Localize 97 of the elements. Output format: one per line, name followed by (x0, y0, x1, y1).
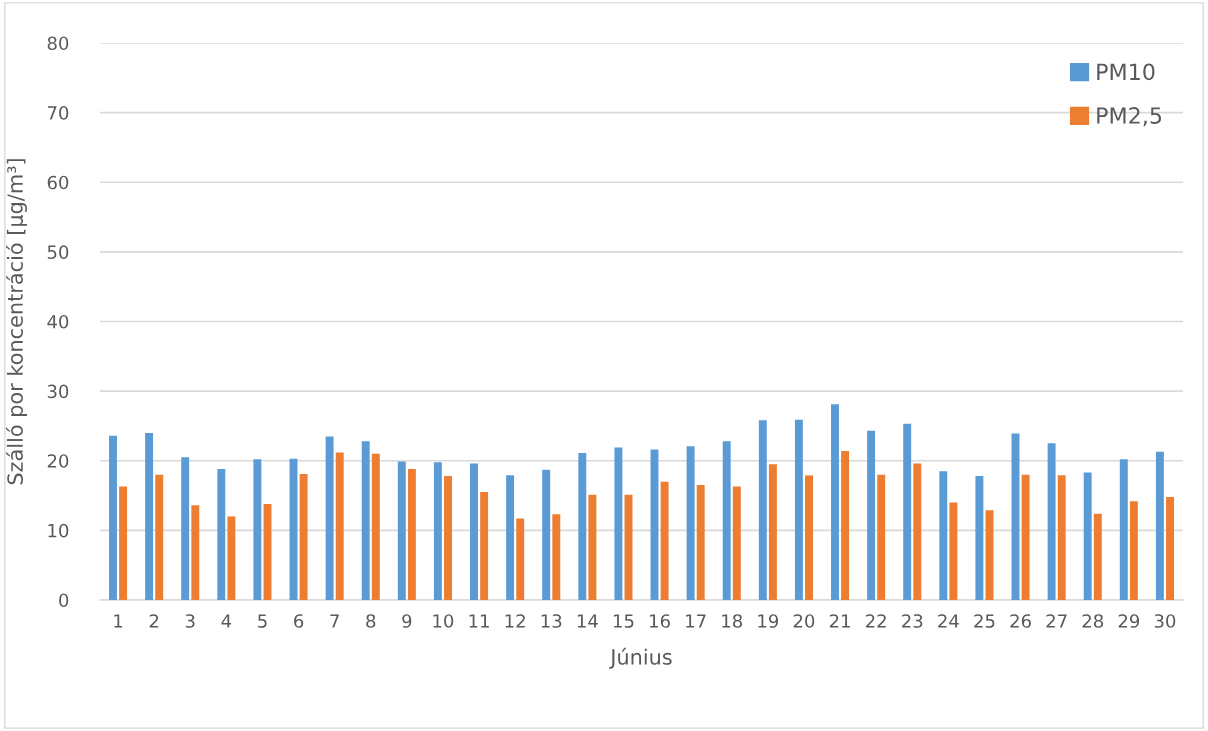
x-tick-label: 29 (1118, 614, 1140, 628)
x-tick-label: 1 (114, 614, 123, 628)
bar (805, 475, 813, 600)
bar (145, 432, 154, 600)
bar (1155, 451, 1164, 600)
x-tick-label: 11 (469, 614, 489, 628)
bar (831, 404, 839, 600)
bar (397, 461, 406, 600)
bar (1021, 474, 1030, 600)
bar (1093, 513, 1102, 600)
bar (660, 481, 669, 600)
bar (506, 475, 515, 600)
x-tick-label: 24 (938, 614, 959, 628)
x-tick-label: 4 (221, 614, 232, 628)
bar (686, 446, 695, 600)
x-tick-label: 6 (294, 614, 304, 628)
bar (913, 463, 922, 600)
bar (480, 492, 489, 600)
x-tick-label: 21 (829, 614, 850, 628)
bar (335, 452, 344, 600)
bar (371, 453, 380, 600)
x-tick-label: 9 (402, 614, 412, 628)
bar (361, 441, 370, 600)
bar (433, 462, 442, 600)
y-tick-label: 50 (47, 245, 69, 259)
bar (470, 463, 478, 600)
bar (877, 474, 886, 600)
bar (1083, 472, 1092, 600)
bar (1119, 459, 1128, 600)
bar (578, 453, 587, 600)
x-tick-label: 30 (1154, 614, 1176, 628)
bar (299, 473, 308, 600)
y-tick-label: 20 (47, 454, 69, 468)
bar (191, 505, 200, 600)
y-tick-label: 0 (59, 593, 69, 608)
y-tick-label: 10 (48, 523, 69, 538)
bar (253, 459, 262, 600)
bar (903, 423, 912, 600)
x-tick-label: 3 (185, 614, 195, 628)
bar (732, 486, 741, 600)
y-tick-label: 30 (47, 384, 69, 399)
bar (975, 476, 984, 600)
bar (155, 474, 164, 600)
x-tick-label: 12 (505, 614, 525, 628)
y-tick-label: 70 (47, 106, 69, 120)
bar (407, 469, 416, 600)
y-axis-title: Szálló por koncentráció [µg/m³] (6, 159, 28, 485)
bar (758, 420, 767, 600)
bar (119, 486, 128, 600)
bar (1057, 475, 1066, 600)
x-tick-label: 15 (613, 614, 634, 628)
y-tick-label: 60 (47, 175, 69, 190)
x-tick-label: 16 (650, 614, 670, 628)
x-tick-label: 20 (793, 614, 815, 628)
x-tick-label: 8 (366, 614, 376, 628)
bar (542, 469, 551, 600)
x-tick-label: 7 (330, 614, 339, 628)
x-axis-title: Június (609, 647, 672, 669)
x-tick-label: 17 (686, 614, 706, 628)
x-tick-label: 27 (1046, 614, 1067, 628)
bar (1129, 501, 1138, 600)
x-tick-label: 19 (758, 614, 779, 628)
bar (794, 419, 803, 600)
bar (227, 516, 236, 600)
bar (722, 441, 731, 600)
bar (444, 476, 452, 600)
bar (696, 485, 705, 600)
x-tick-label: 28 (1082, 614, 1103, 628)
x-tick-label: 2 (149, 614, 159, 628)
x-tick-label: 10 (433, 614, 454, 628)
bar (841, 451, 850, 600)
x-tick-label: 22 (865, 614, 886, 628)
bar (588, 494, 597, 600)
bar (181, 457, 190, 600)
x-tick-label: 23 (902, 614, 923, 628)
x-tick-label: 26 (1010, 614, 1031, 628)
bar (1166, 496, 1174, 600)
bar (949, 502, 958, 600)
bar (1047, 443, 1056, 600)
y-tick-label: 80 (47, 36, 69, 51)
bar (217, 469, 226, 600)
bar (768, 464, 777, 600)
x-tick-label: 25 (974, 614, 995, 628)
x-tick-label: 5 (258, 614, 267, 628)
legend-label: PM2,5 (1097, 107, 1162, 127)
legend-label: PM10 (1097, 63, 1155, 81)
y-tick-label: 40 (47, 314, 69, 329)
bar (325, 436, 334, 600)
x-tick-label: 14 (577, 614, 598, 628)
bar (516, 518, 525, 600)
bar (939, 471, 948, 600)
x-tick-label: 18 (722, 614, 742, 628)
bar (109, 435, 117, 600)
bar (614, 447, 623, 600)
bar (552, 514, 561, 600)
x-tick-label: 13 (541, 614, 562, 628)
bar (867, 430, 876, 600)
